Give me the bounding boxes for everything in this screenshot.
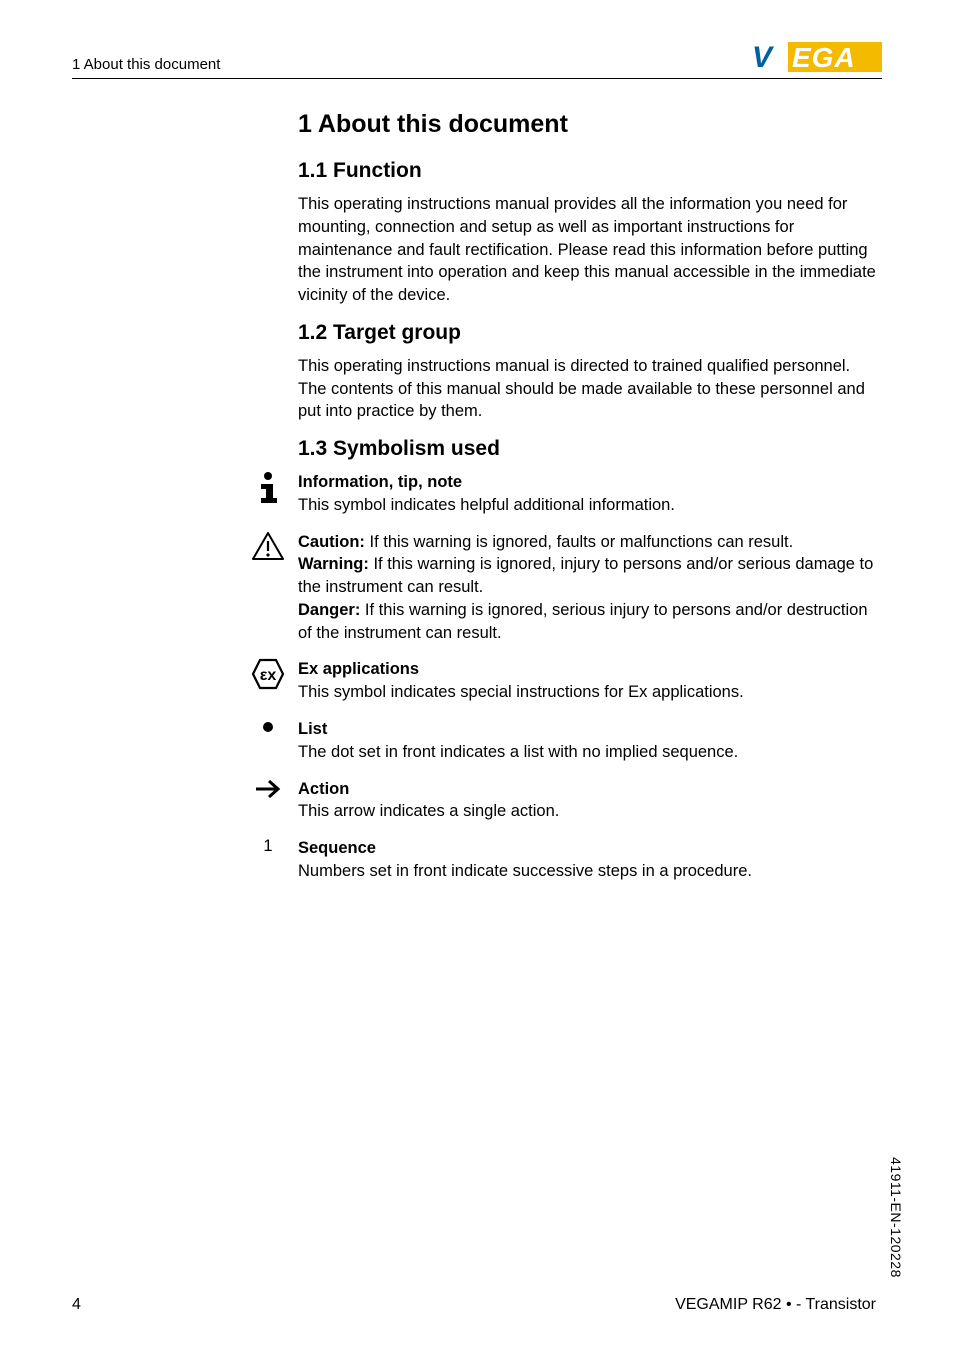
heading-1-2: 1.2 Target group xyxy=(298,321,876,345)
info-text: This symbol indicates helpful additional… xyxy=(298,494,876,517)
symbol-block-list: List The dot set in front indicates a li… xyxy=(298,718,876,764)
symbol-block-action: Action This arrow indicates a single act… xyxy=(298,778,876,824)
svg-text:εx: εx xyxy=(260,667,277,684)
symbol-block-sequence: 1 Sequence Numbers set in front indicate… xyxy=(298,837,876,883)
ex-hex-icon: εx xyxy=(250,658,286,698)
header-section-label: 1 About this document xyxy=(72,56,220,73)
sequence-marker: 1 xyxy=(263,837,272,856)
footer-page-number: 4 xyxy=(72,1296,81,1314)
warning-text: If this warning is ignored, injury to pe… xyxy=(298,555,873,596)
caution-line: Caution: If this warning is ignored, fau… xyxy=(298,531,876,554)
action-text: This arrow indicates a single action. xyxy=(298,800,876,823)
sequence-number-icon: 1 xyxy=(250,837,286,877)
footer-doc-title: VEGAMIP R62 • - Transistor xyxy=(675,1296,876,1314)
symbol-block-warning: Caution: If this warning is ignored, fau… xyxy=(298,531,876,645)
arrow-right-icon xyxy=(250,778,286,818)
symbol-block-info: Information, tip, note This symbol indic… xyxy=(298,471,876,517)
sequence-title: Sequence xyxy=(298,837,876,860)
bullet-icon xyxy=(250,718,286,758)
warning-line: Warning: If this warning is ignored, inj… xyxy=(298,553,876,599)
sequence-text: Numbers set in front indicate successive… xyxy=(298,860,876,883)
vega-logo: V EGA xyxy=(752,42,882,72)
symbol-block-ex: εx Ex applications This symbol indicates… xyxy=(298,658,876,704)
heading-1: 1 About this document xyxy=(298,110,876,139)
list-title: List xyxy=(298,718,876,741)
caution-text: If this warning is ignored, faults or ma… xyxy=(365,533,793,551)
ex-title: Ex applications xyxy=(298,658,876,681)
svg-text:V: V xyxy=(752,42,775,72)
heading-1-3: 1.3 Symbolism used xyxy=(298,437,876,461)
heading-1-1: 1.1 Function xyxy=(298,159,876,183)
ex-text: This symbol indicates special instructio… xyxy=(298,681,876,704)
svg-text:EGA: EGA xyxy=(792,42,856,72)
side-doc-code: 41911-EN-120228 xyxy=(888,1157,904,1278)
danger-text: If this warning is ignored, serious inju… xyxy=(298,601,868,642)
danger-label: Danger: xyxy=(298,601,360,619)
danger-line: Danger: If this warning is ignored, seri… xyxy=(298,599,876,645)
warning-triangle-icon xyxy=(250,531,286,571)
action-title: Action xyxy=(298,778,876,801)
header-rule xyxy=(72,78,882,79)
warning-label: Warning: xyxy=(298,555,369,573)
caution-label: Caution: xyxy=(298,533,365,551)
info-icon xyxy=(250,471,286,511)
list-text: The dot set in front indicates a list wi… xyxy=(298,741,876,764)
para-target-group: This operating instructions manual is di… xyxy=(298,355,876,423)
info-title: Information, tip, note xyxy=(298,471,876,494)
para-function: This operating instructions manual provi… xyxy=(298,193,876,307)
